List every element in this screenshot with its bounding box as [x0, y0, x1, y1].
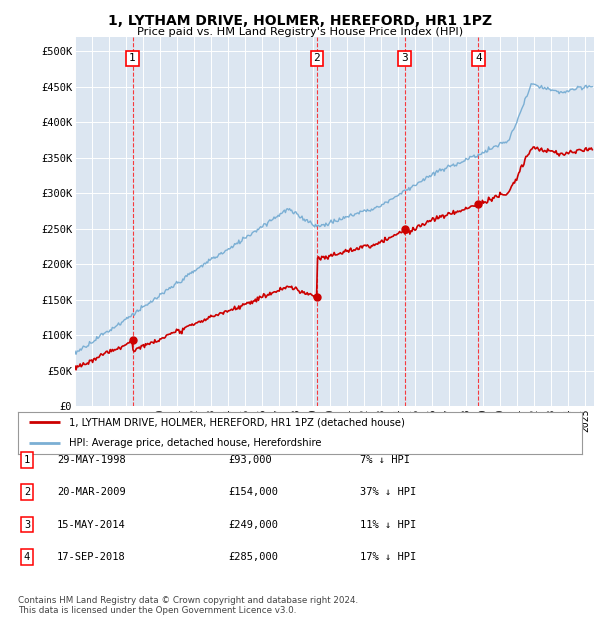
Text: 29-MAY-1998: 29-MAY-1998	[57, 455, 126, 465]
Text: 4: 4	[475, 53, 482, 63]
Text: 1, LYTHAM DRIVE, HOLMER, HEREFORD, HR1 1PZ (detached house): 1, LYTHAM DRIVE, HOLMER, HEREFORD, HR1 1…	[69, 417, 404, 427]
Text: 17% ↓ HPI: 17% ↓ HPI	[360, 552, 416, 562]
Text: 2: 2	[314, 53, 320, 63]
Text: 11% ↓ HPI: 11% ↓ HPI	[360, 520, 416, 529]
Text: £93,000: £93,000	[228, 455, 272, 465]
Text: HPI: Average price, detached house, Herefordshire: HPI: Average price, detached house, Here…	[69, 438, 321, 448]
Text: 3: 3	[401, 53, 408, 63]
Text: Price paid vs. HM Land Registry's House Price Index (HPI): Price paid vs. HM Land Registry's House …	[137, 27, 463, 37]
Text: £285,000: £285,000	[228, 552, 278, 562]
Text: 17-SEP-2018: 17-SEP-2018	[57, 552, 126, 562]
Text: 7% ↓ HPI: 7% ↓ HPI	[360, 455, 410, 465]
Text: £154,000: £154,000	[228, 487, 278, 497]
Text: 15-MAY-2014: 15-MAY-2014	[57, 520, 126, 529]
Text: 1: 1	[129, 53, 136, 63]
Text: Contains HM Land Registry data © Crown copyright and database right 2024.
This d: Contains HM Land Registry data © Crown c…	[18, 596, 358, 615]
Text: 1: 1	[24, 455, 30, 465]
Text: 3: 3	[24, 520, 30, 529]
Text: 2: 2	[24, 487, 30, 497]
Text: 4: 4	[24, 552, 30, 562]
Text: 1, LYTHAM DRIVE, HOLMER, HEREFORD, HR1 1PZ: 1, LYTHAM DRIVE, HOLMER, HEREFORD, HR1 1…	[108, 14, 492, 28]
Text: 37% ↓ HPI: 37% ↓ HPI	[360, 487, 416, 497]
Text: 20-MAR-2009: 20-MAR-2009	[57, 487, 126, 497]
Text: £249,000: £249,000	[228, 520, 278, 529]
